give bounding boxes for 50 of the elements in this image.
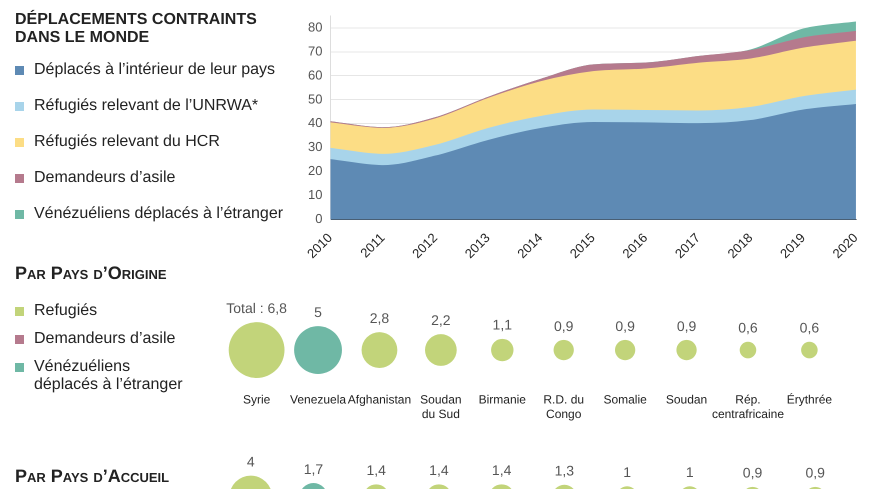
- data-label: 1,4: [366, 462, 386, 478]
- category-label: Soudan du Sud: [420, 392, 462, 422]
- category-label: Venezuela: [290, 392, 346, 407]
- category-label: Rép. centrafricaine: [712, 392, 784, 422]
- data-label: Total : 6,8: [226, 300, 288, 316]
- legend-label: Vénézuéliens déplacés à l’étranger: [34, 205, 284, 223]
- data-label: 0,6: [738, 320, 758, 336]
- text: Par Pays d’Accueil: [15, 466, 170, 487]
- legend-label: Demandeurs d’asile: [34, 169, 176, 187]
- data-label: 4: [246, 453, 255, 470]
- category-label: R.D. du Congo: [543, 392, 584, 422]
- legend-label: Réfugiés relevant du HCR: [34, 133, 220, 151]
- category-label: Syrie: [242, 392, 271, 407]
- data-label: 0,9: [554, 318, 574, 334]
- legend-label: Demandeurs d’asile: [34, 330, 176, 348]
- y-tick-label: 0: [315, 211, 322, 226]
- legend-label: Déplacés à l’intérieur de leur pays: [34, 61, 276, 79]
- data-label: 1,7: [304, 460, 324, 477]
- data-label: 2,2: [431, 312, 451, 328]
- y-tick-label: 60: [308, 67, 322, 82]
- y-tick-label: 20: [308, 163, 322, 178]
- category-label: Afghanistan: [348, 392, 412, 407]
- data-label: 0,9: [742, 464, 762, 481]
- data-label: 0,9: [806, 464, 826, 481]
- data-label: 1: [686, 464, 694, 480]
- data-label: 1,1: [492, 316, 512, 333]
- y-tick-label: 80: [308, 19, 322, 34]
- data-label: 0,6: [800, 320, 820, 336]
- data-label: 1,4: [429, 462, 449, 478]
- data-label: 0,9: [615, 318, 636, 334]
- data-label: 1,3: [554, 462, 574, 479]
- legend-label: Vénézuéliens déplacés à l’étranger: [34, 358, 184, 394]
- y-tick-label: 40: [308, 115, 322, 130]
- category-label: Soudan: [666, 392, 708, 407]
- text: Par Pays d’Origine: [15, 263, 168, 284]
- y-tick-label: 30: [308, 139, 322, 154]
- data-label: 5: [314, 304, 322, 320]
- y-tick-label: 70: [308, 43, 322, 58]
- category-label: Somalie: [603, 392, 648, 407]
- legend-label: Refugiés: [34, 302, 98, 320]
- data-label: 0,9: [676, 318, 696, 334]
- text: DÉPLACEMENTS CONTRAINTS DANS LE MONDE: [15, 11, 258, 47]
- data-label: 1,4: [492, 462, 512, 478]
- legend-label: Réfugiés relevant de l’UNRWA*: [34, 97, 258, 115]
- data-label: 1: [623, 464, 632, 480]
- y-tick-label: 10: [308, 187, 322, 202]
- category-label: Birmanie: [478, 392, 526, 407]
- data-label: 2,8: [370, 310, 390, 326]
- y-tick-label: 50: [308, 91, 322, 106]
- category-label: Érythrée: [786, 392, 832, 407]
